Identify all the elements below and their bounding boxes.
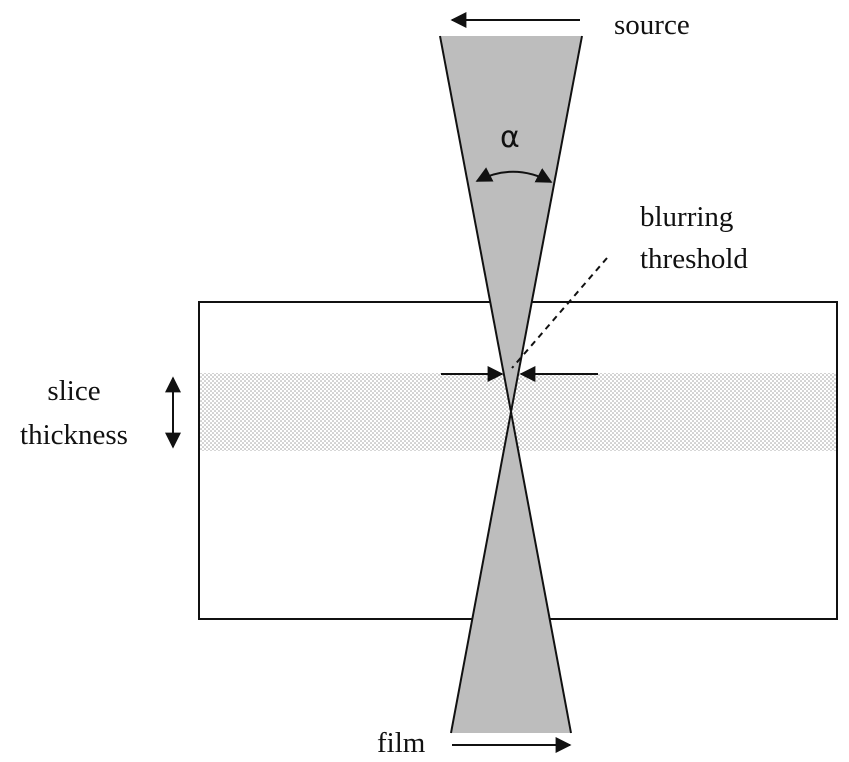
lower-beam-cone xyxy=(451,412,571,733)
upper-cone-right-edge xyxy=(510,35,583,413)
blurring-threshold-label-line1: blurring xyxy=(640,201,734,233)
upper-cone-left-edge xyxy=(439,35,512,413)
lower-cone-left-edge xyxy=(450,411,512,734)
blurring-leader-line xyxy=(511,257,608,369)
slice-band xyxy=(200,373,836,451)
slice-thickness-label-line2: thickness xyxy=(20,419,128,451)
source-label: source xyxy=(614,9,690,41)
film-label: film xyxy=(377,727,426,759)
lower-cone-right-edge xyxy=(510,411,572,734)
upper-beam-cone xyxy=(440,36,582,412)
blurring-threshold-label-line2: threshold xyxy=(640,243,748,275)
slice-thickness-label-line1: slice xyxy=(47,375,101,407)
alpha-symbol: α xyxy=(500,120,520,155)
alpha-angle-arc xyxy=(475,167,553,183)
